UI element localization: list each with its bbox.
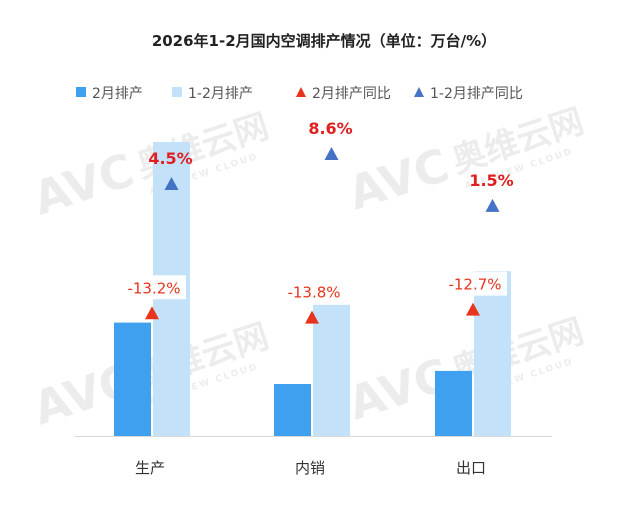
plot-area: 生产 内销 出口 -13.2% -13.8% -12.7% 4.5% 8.6% 1.5% bbox=[74, 119, 552, 477]
bar-0-1 bbox=[274, 384, 311, 436]
bar-1-1 bbox=[313, 304, 350, 436]
watermark-brand: AVC bbox=[27, 143, 141, 226]
legend-label-1: 1-2月排产 bbox=[188, 86, 253, 102]
data-label-3-2: 1.5% bbox=[469, 171, 513, 190]
legend-swatch-0 bbox=[76, 87, 86, 97]
marker-3-0 bbox=[164, 177, 179, 190]
legend-swatch-1 bbox=[172, 87, 182, 97]
chart-title: 2026年1-2月国内空调排产情况（单位：万台/%） bbox=[152, 32, 496, 50]
data-label-3-1: 8.6% bbox=[308, 119, 352, 138]
marker-2-1 bbox=[305, 310, 319, 324]
legend-marker-3 bbox=[414, 87, 424, 97]
marker-3-1 bbox=[324, 147, 339, 161]
marker-2-2 bbox=[466, 302, 480, 316]
bar-0-2 bbox=[435, 370, 472, 436]
bar-1-2 bbox=[474, 271, 511, 436]
data-label-2-1: -13.8% bbox=[287, 284, 340, 302]
legend-marker-2 bbox=[296, 87, 306, 97]
legend-label-3: 1-2月排产同比 bbox=[430, 86, 523, 102]
category-label-0: 生产 bbox=[135, 459, 165, 477]
data-label-2-2: -12.7% bbox=[448, 276, 501, 294]
legend: 2月排产 1-2月排产 2月排产同比 1-2月排产同比 bbox=[76, 86, 523, 102]
marker-3-2 bbox=[485, 198, 500, 212]
bar-0-0 bbox=[114, 322, 151, 436]
legend-label-0: 2月排产 bbox=[92, 86, 143, 102]
category-label-2: 出口 bbox=[456, 459, 486, 477]
category-label-1: 内销 bbox=[295, 459, 325, 477]
data-label-box-2-0 bbox=[122, 275, 186, 300]
legend-label-2: 2月排产同比 bbox=[312, 86, 391, 102]
marker-2-0 bbox=[145, 306, 159, 320]
data-label-2-0: -13.2% bbox=[127, 279, 180, 297]
watermark-brand: AVC bbox=[342, 138, 456, 221]
data-label-box-2-1 bbox=[282, 279, 346, 304]
data-label-3-0: 4.5% bbox=[148, 149, 192, 168]
data-label-box-2-2 bbox=[443, 271, 507, 296]
